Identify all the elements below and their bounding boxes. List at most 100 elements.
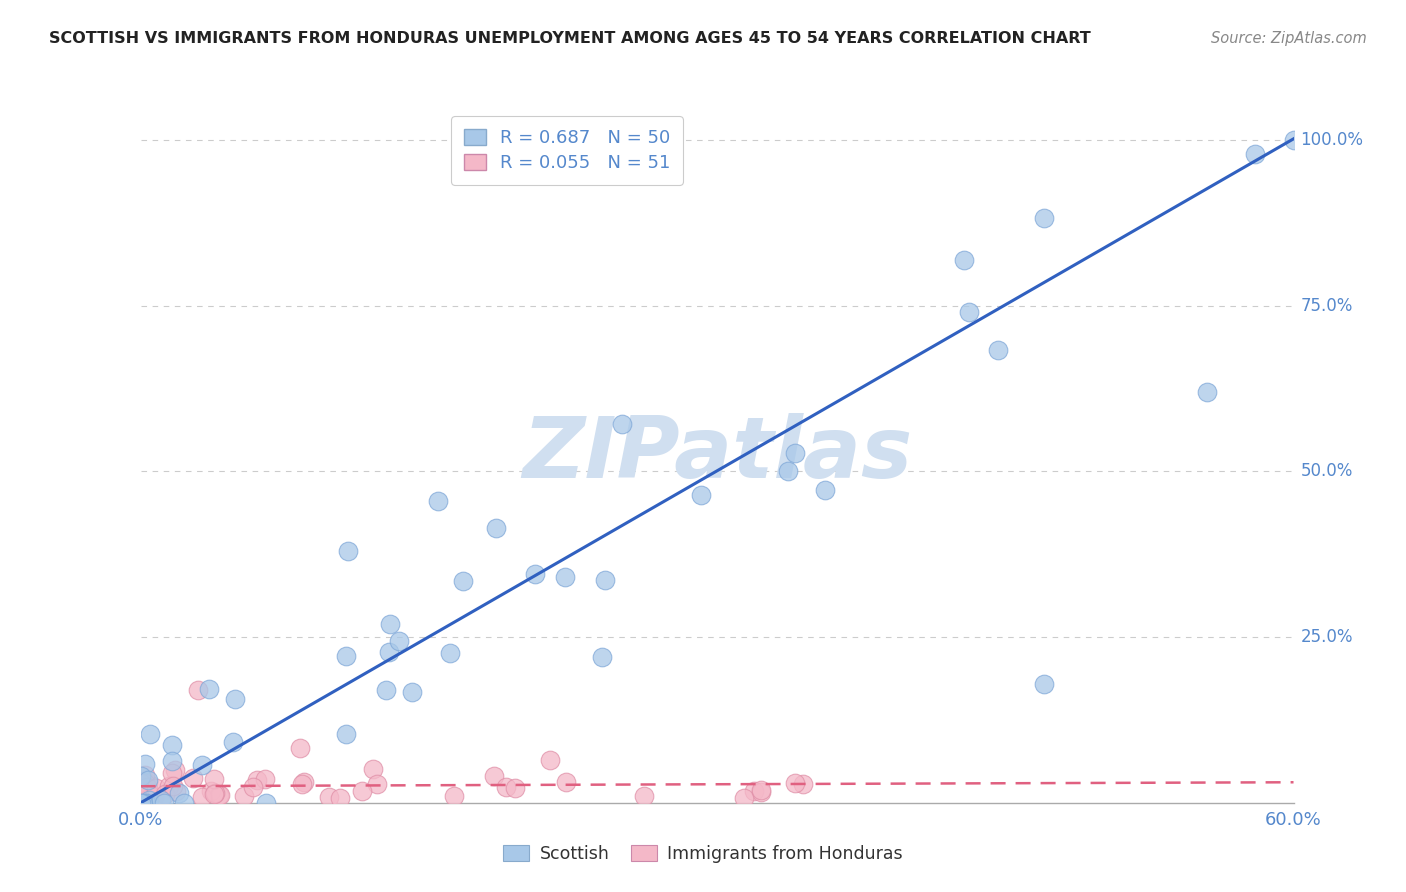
Point <box>246 773 269 788</box>
Point <box>749 783 772 797</box>
Point <box>138 772 160 787</box>
Point <box>427 494 450 508</box>
Point <box>554 570 576 584</box>
Point <box>191 758 214 772</box>
Point <box>129 769 152 783</box>
Point <box>202 772 225 786</box>
Point <box>785 445 807 459</box>
Text: Source: ZipAtlas.com: Source: ZipAtlas.com <box>1211 31 1367 46</box>
Point <box>173 796 195 810</box>
Point <box>134 773 156 788</box>
Point <box>145 780 167 795</box>
Point <box>208 788 231 802</box>
Point <box>292 774 315 789</box>
Point <box>485 521 508 535</box>
Point <box>131 777 153 791</box>
Point <box>742 784 765 798</box>
Point <box>224 692 246 706</box>
Point <box>690 488 713 502</box>
Text: ZIPatlas: ZIPatlas <box>522 413 912 497</box>
Point <box>165 784 187 798</box>
Point <box>183 771 205 785</box>
Legend: Scottish, Immigrants from Honduras: Scottish, Immigrants from Honduras <box>496 838 910 870</box>
Point <box>555 774 578 789</box>
Point <box>814 483 837 498</box>
Point <box>318 790 340 805</box>
Point <box>153 796 176 810</box>
Point <box>443 789 465 803</box>
Point <box>783 775 806 789</box>
Point <box>242 780 264 794</box>
Point <box>352 784 374 798</box>
Point <box>204 786 226 800</box>
Point <box>375 682 398 697</box>
Point <box>792 777 814 791</box>
Point <box>361 762 384 776</box>
Point <box>329 790 352 805</box>
Point <box>610 417 633 431</box>
Point <box>538 753 561 767</box>
Point <box>131 776 153 790</box>
Point <box>335 727 357 741</box>
Point <box>138 793 160 807</box>
Point <box>335 648 357 663</box>
Text: 100.0%: 100.0% <box>1301 131 1364 149</box>
Point <box>162 779 184 793</box>
Point <box>378 645 401 659</box>
Point <box>135 780 157 795</box>
Point <box>987 343 1010 357</box>
Point <box>451 574 474 589</box>
Point <box>337 544 360 558</box>
Point <box>388 634 411 648</box>
Point <box>593 573 616 587</box>
Point <box>633 789 655 803</box>
Point <box>135 796 157 810</box>
Point <box>776 464 799 478</box>
Point <box>187 683 209 698</box>
Legend: R = 0.687   N = 50, R = 0.055   N = 51: R = 0.687 N = 50, R = 0.055 N = 51 <box>451 116 683 186</box>
Text: 25.0%: 25.0% <box>1301 628 1353 646</box>
Text: SCOTTISH VS IMMIGRANTS FROM HONDURAS UNEMPLOYMENT AMONG AGES 45 TO 54 YEARS CORR: SCOTTISH VS IMMIGRANTS FROM HONDURAS UNE… <box>49 31 1091 46</box>
Point <box>138 775 160 789</box>
Point <box>749 785 772 799</box>
Point <box>163 764 186 778</box>
Point <box>157 779 180 793</box>
Point <box>291 777 314 791</box>
Point <box>162 766 184 780</box>
Point <box>953 252 976 267</box>
Point <box>162 738 184 752</box>
Point <box>484 769 506 783</box>
Point <box>221 735 243 749</box>
Point <box>256 796 278 810</box>
Point <box>136 792 159 806</box>
Point <box>134 775 156 789</box>
Point <box>1032 211 1054 225</box>
Point <box>233 789 256 803</box>
Point <box>139 726 162 740</box>
Point <box>378 617 401 632</box>
Point <box>150 792 173 806</box>
Point <box>254 772 277 786</box>
Point <box>1282 133 1305 147</box>
Point <box>957 305 980 319</box>
Point <box>191 789 214 804</box>
Point <box>167 787 190 801</box>
Point <box>198 681 221 696</box>
Text: 50.0%: 50.0% <box>1301 462 1353 481</box>
Point <box>288 741 311 756</box>
Point <box>523 567 546 582</box>
Point <box>134 768 156 782</box>
Point <box>136 796 159 810</box>
Point <box>200 784 222 798</box>
Point <box>208 788 231 802</box>
Point <box>160 754 183 768</box>
Point <box>132 796 155 810</box>
Point <box>153 788 176 802</box>
Point <box>129 796 152 810</box>
Point <box>733 791 755 805</box>
Point <box>366 777 388 791</box>
Point <box>495 780 517 795</box>
Point <box>1197 384 1219 399</box>
Point <box>134 756 156 771</box>
Point <box>503 780 526 795</box>
